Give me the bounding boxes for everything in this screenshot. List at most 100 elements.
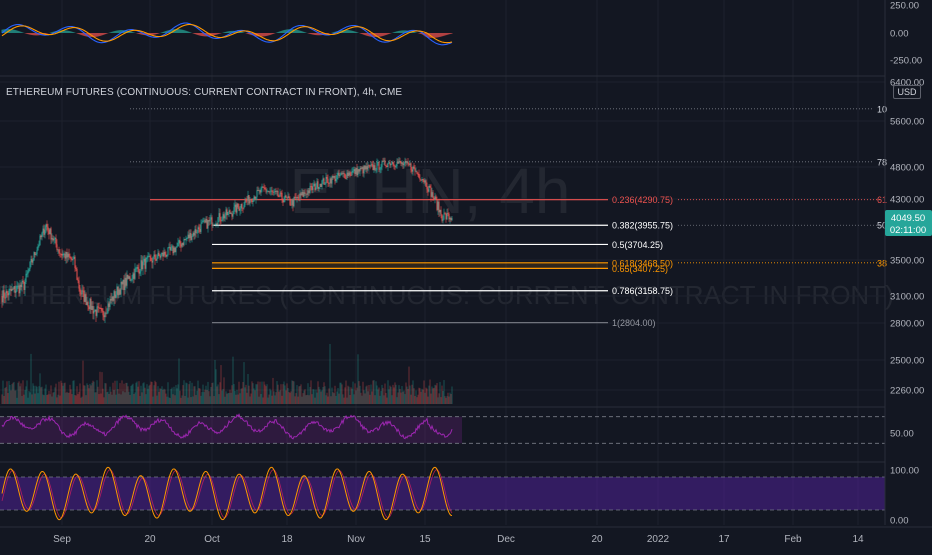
volume-bar [403, 392, 404, 404]
volume-bar [239, 382, 240, 404]
candle [260, 190, 261, 192]
macd-histogram-bar [114, 31, 115, 33]
time-axis-tick: Feb [784, 534, 802, 545]
macd-histogram-bar [243, 32, 244, 33]
macd-histogram-bar [247, 33, 248, 34]
volume-bar [313, 389, 314, 404]
macd-histogram-bar [347, 30, 348, 33]
volume-bar [302, 397, 303, 404]
macd-histogram-bar [272, 33, 273, 34]
candle [393, 162, 394, 164]
macd-histogram-bar [79, 33, 80, 34]
candle [427, 187, 428, 190]
macd-histogram-bar [29, 33, 30, 34]
candle [77, 269, 78, 280]
volume-bar [286, 390, 287, 404]
volume-bar [147, 384, 148, 404]
volume-bar [105, 383, 106, 404]
volume-bar [58, 395, 59, 404]
candle [276, 191, 277, 192]
macd-histogram-bar [33, 33, 34, 35]
candle [452, 218, 453, 220]
volume-bar [447, 396, 448, 404]
candle [253, 201, 254, 202]
volume-bar [418, 395, 419, 404]
price-axis[interactable]: 250.000.00-250.006400.005600.004800.0043… [885, 0, 924, 527]
candle [278, 191, 279, 196]
volume-bar [402, 386, 403, 404]
macd-histogram-bar [310, 33, 311, 34]
volume-bar [27, 380, 28, 404]
macd-histogram-bar [178, 29, 179, 33]
volume-bar [442, 386, 443, 404]
stochastic-pane[interactable] [0, 467, 885, 519]
volume-bar [411, 395, 412, 404]
volume-bar [348, 386, 349, 404]
volume-bar [144, 382, 145, 404]
macd-pane[interactable] [2, 23, 453, 45]
volume-bar [326, 395, 327, 404]
volume-bar [176, 385, 177, 404]
macd-histogram-bar [14, 30, 15, 33]
candle [243, 208, 244, 209]
volume-bar [226, 391, 227, 404]
volume-bar [186, 383, 187, 404]
volume-bar [39, 386, 40, 404]
volume-bar [31, 354, 32, 404]
candle [377, 163, 378, 170]
candle [109, 304, 110, 307]
volume-bar [33, 383, 34, 404]
volume-bar [87, 383, 88, 404]
candle [123, 280, 124, 285]
candle [29, 269, 30, 271]
volume-bar [6, 387, 7, 404]
volume-bar [29, 391, 30, 404]
volume-bar [69, 393, 70, 404]
candle [421, 180, 422, 181]
volume-bar [107, 392, 108, 404]
volume-bar [247, 393, 248, 404]
macd-histogram-bar [400, 31, 401, 33]
volume-bar [122, 380, 123, 404]
volume-bar [59, 382, 60, 404]
volume-bar [203, 385, 204, 404]
macd-histogram-bar [22, 32, 23, 33]
watermark-description: ETHEREUM FUTURES (CONTINUOUS: CURRENT CO… [0, 280, 894, 310]
volume-bar [225, 397, 226, 404]
macd-histogram-bar [365, 33, 366, 35]
volume-bar [437, 383, 438, 404]
candle [74, 257, 75, 259]
volume-bar [374, 380, 375, 404]
candle [289, 196, 290, 198]
volume-bar [433, 388, 434, 404]
candle [317, 181, 318, 187]
volume-bar [215, 360, 216, 404]
volume-bar [9, 381, 10, 404]
macd-histogram-bar [201, 33, 202, 36]
macd-histogram-bar [283, 30, 284, 33]
candle [149, 256, 150, 257]
volume-bar [297, 385, 298, 404]
volume-bar [450, 393, 451, 404]
macd-histogram-bar [21, 32, 22, 33]
candle [272, 191, 273, 192]
currency-button[interactable]: USD [893, 85, 921, 99]
volume-bar [82, 397, 83, 404]
rsi-pane[interactable] [0, 414, 885, 443]
volume-bar [57, 397, 58, 404]
candle [56, 238, 57, 244]
candle [286, 196, 287, 198]
candle [179, 240, 180, 243]
candle [369, 165, 370, 166]
volume-bar [428, 397, 429, 404]
volume-bar [362, 396, 363, 404]
volume-bar [330, 344, 331, 404]
macd-histogram-bar [437, 33, 438, 38]
candle [320, 184, 321, 187]
candle [79, 281, 80, 289]
candle [413, 167, 414, 172]
volume-bar [385, 383, 386, 404]
